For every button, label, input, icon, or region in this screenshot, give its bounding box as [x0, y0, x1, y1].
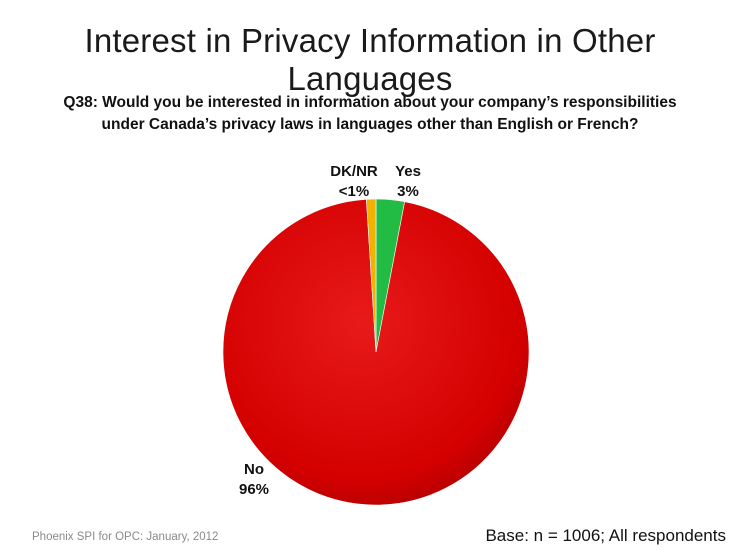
pie-slice-no — [222, 198, 530, 506]
slice-label-no-name: No — [244, 461, 264, 478]
source-note: Phoenix SPI for OPC: January, 2012 — [32, 531, 219, 543]
pie-labels: No 96% Yes 3% DK/NR <1% — [239, 163, 421, 498]
slice-label-dk-nr-name: DK/NR — [330, 163, 378, 180]
slice-label-yes-value: 3% — [397, 183, 419, 200]
survey-question: Q38: Would you be interested in informat… — [40, 92, 700, 136]
base-note: Base: n = 1006; All respondents — [485, 526, 726, 545]
slice-label-dk-nr-value: <1% — [339, 183, 369, 200]
slide-title: Interest in Privacy Information in Other… — [84, 22, 656, 97]
question-line-2: under Canada’s privacy laws in languages… — [101, 116, 639, 133]
slice-label-no-value: 96% — [239, 481, 269, 498]
pie-slice-dk-nr — [366, 198, 377, 353]
slice-label-yes-name: Yes — [395, 163, 421, 180]
question-line-1: Q38: Would you be interested in informat… — [63, 94, 677, 111]
pie-slices — [222, 198, 530, 506]
